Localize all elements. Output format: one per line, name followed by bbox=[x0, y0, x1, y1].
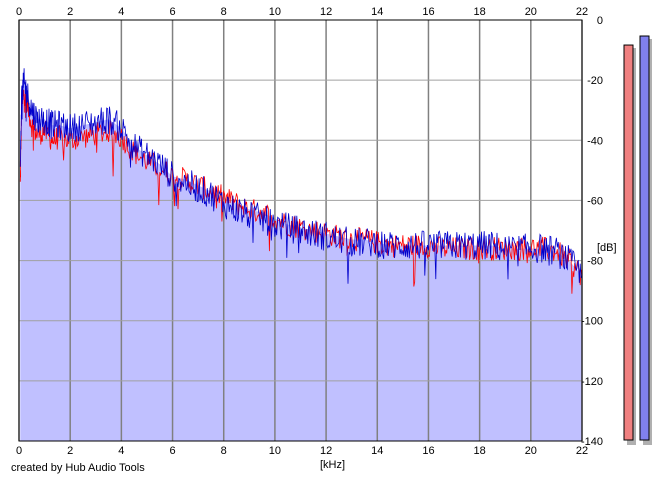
spectrum-fill bbox=[20, 83, 583, 441]
x-tick-label-bottom: 2 bbox=[67, 445, 73, 457]
x-tick-label-top: 12 bbox=[320, 6, 332, 18]
credit-text: created by Hub Audio Tools bbox=[11, 462, 145, 474]
x-tick-label-top: 22 bbox=[576, 6, 588, 18]
x-tick-label-top: 14 bbox=[371, 6, 383, 18]
x-tick-label-top: 6 bbox=[169, 6, 175, 18]
y-axis-label: [dB] bbox=[597, 242, 617, 254]
x-tick-label-top: 20 bbox=[525, 6, 537, 18]
y-tick-label: 0 bbox=[597, 15, 603, 27]
y-tick-label: -120 bbox=[581, 376, 603, 388]
spectrum-fill-area bbox=[20, 83, 583, 441]
x-tick-label-top: 16 bbox=[422, 6, 434, 18]
y-tick-label: -60 bbox=[587, 195, 603, 207]
series-line-1 bbox=[19, 68, 583, 284]
y-tick-label: -140 bbox=[581, 436, 603, 448]
level-meter-bar bbox=[623, 44, 634, 441]
x-tick-label-bottom: 18 bbox=[474, 445, 486, 457]
x-tick-label-bottom: 22 bbox=[576, 445, 588, 457]
y-tick-labels: 0 -20 -40 -60 -80 -100 -120 -140 bbox=[581, 15, 603, 448]
x-tick-label-top: 8 bbox=[221, 6, 227, 18]
plot-frame bbox=[18, 19, 583, 442]
x-tick-label-bottom: 20 bbox=[525, 445, 537, 457]
x-tick-label-top: 18 bbox=[474, 6, 486, 18]
level-meter-bar bbox=[639, 35, 650, 441]
x-tick-label-bottom: 6 bbox=[169, 445, 175, 457]
x-tick-label-top: 4 bbox=[118, 6, 124, 18]
x-tick-label-top: 10 bbox=[269, 6, 281, 18]
y-tick-label: -20 bbox=[587, 75, 603, 87]
x-tick-label-bottom: 12 bbox=[320, 445, 332, 457]
y-tick-label: -40 bbox=[587, 135, 603, 147]
spectrum-lines bbox=[19, 68, 583, 294]
x-axis-label: [kHz] bbox=[320, 459, 345, 471]
x-tick-label-top: 2 bbox=[67, 6, 73, 18]
x-tick-label-bottom: 16 bbox=[422, 445, 434, 457]
x-tick-labels-bottom: 0 2 4 6 8 10 12 14 16 18 20 22 bbox=[16, 445, 588, 457]
x-tick-label-top: 0 bbox=[16, 6, 22, 18]
x-tick-labels-top: 0 2 4 6 8 10 12 14 16 18 20 22 bbox=[16, 6, 588, 18]
y-tick-label: -100 bbox=[581, 316, 603, 328]
y-tick-label: -80 bbox=[587, 256, 603, 268]
x-tick-label-bottom: 10 bbox=[269, 445, 281, 457]
x-tick-label-bottom: 4 bbox=[118, 445, 124, 457]
level-meters bbox=[623, 35, 652, 446]
x-tick-label-bottom: 0 bbox=[16, 445, 22, 457]
x-tick-label-bottom: 8 bbox=[221, 445, 227, 457]
x-tick-label-bottom: 14 bbox=[371, 445, 383, 457]
